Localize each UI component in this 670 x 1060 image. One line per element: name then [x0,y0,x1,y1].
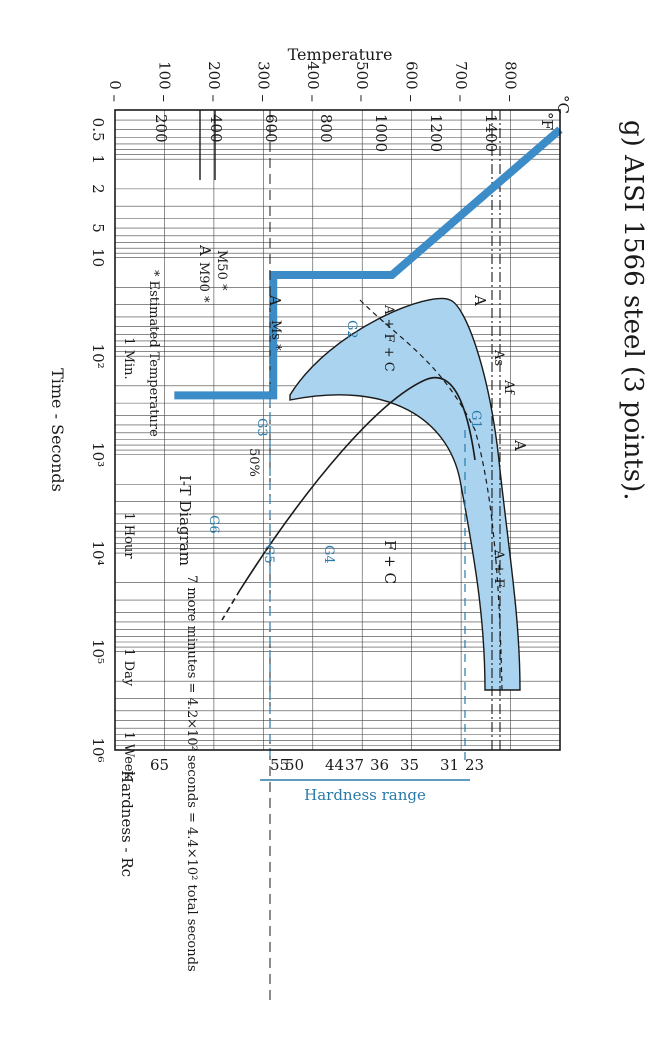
time-tick: 10³ [89,442,107,467]
celsius-tick: 100 – [155,61,173,102]
x-axis-label: Time - Seconds [48,368,67,492]
fahrenheit-tick: 1400 [482,114,500,152]
fahrenheit-tick: 200 [152,114,170,143]
time-tick: 10⁵ [89,639,107,664]
duration-mark: 1 Min. [121,337,136,379]
fahrenheit-tick-labels: 200 400 600 800 1000 1200 1400 [152,114,500,152]
finish-curve-dashed [221,589,241,621]
it-diagram-label: I-T Diagram [176,475,194,566]
phase-label-af-crit: Af [501,379,516,395]
phase-label-af: A + F [491,549,506,588]
page-title: g) AISI 1566 steel (3 points). [618,120,648,501]
g-label-3: G3 [254,418,269,437]
finish-curve [239,376,476,591]
phase-label-a-right: A [511,439,529,451]
celsius-tick: 700 – [452,61,470,102]
m90-mark: M90 * [196,262,211,303]
hardness-range-label: Hardness range [304,786,426,804]
hardness-value: 37 [345,756,364,774]
duration-mark: 1 Day [121,648,136,687]
fahrenheit-tick: 1000 [372,114,390,152]
time-tick-labels: 0.5 1 2 5 10 10² 10³ 10⁴ 10⁵ 10⁶ [89,118,107,763]
hardness-value: 44 [325,756,344,774]
hardness-value: 65 [150,756,169,774]
note: 7 more minutes = 4.2×10² seconds = 4.4×1… [184,575,199,972]
celsius-tick: 0 – [106,80,124,102]
g-label-1: G1 [468,410,483,429]
fahrenheit-unit: °F [538,112,556,130]
celsius-tick: 300 – [254,61,272,102]
hardness-value: 55 [270,756,289,774]
fifty-percent-curve [359,299,503,691]
hardness-value: 23 [465,756,484,774]
duration-marks: 1 Min. 1 Hour 1 Day 1 Week [121,337,136,779]
g-label-2: G2 [344,320,359,339]
celsius-tick: 200 – [205,61,223,102]
time-tick: 10 [89,248,107,267]
time-tick: 2 [89,184,107,194]
time-tick: 10⁶ [89,737,107,762]
time-tick: 10² [89,344,107,369]
plot-frame [114,109,561,751]
fahrenheit-tick: 600 [262,114,280,143]
fifty-percent-label: 50% [246,448,261,477]
time-tick: 1 [89,154,107,164]
celsius-tick-labels: 0 – 100 – 200 – 300 – 400 – 500 – 600 – 700 – 80… [106,61,520,102]
hardness-value: 36 [370,756,389,774]
ms-mark: Ms * [268,320,283,351]
cooling-path [174,126,563,400]
time-tick: 0.5 [89,118,107,142]
phase-label-a-left: A [471,294,489,306]
phase-label-a: A [266,294,284,306]
g-label-4: G4 [321,545,336,564]
phase-label-fc: F + C [381,540,399,584]
duration-mark: 1 Hour [121,512,136,559]
hardness-value: 50 [285,756,304,774]
celsius-unit: °C [554,95,572,114]
hardness-axis-label: Hardness - Rc [118,770,136,877]
m50-mark: M50 * [214,250,229,291]
time-tick: 10⁴ [89,541,107,566]
estimated-mark: * Estimated Temperature [146,270,161,437]
duration-mark: 1 Week [121,731,136,779]
fahrenheit-tick: 1200 [427,114,445,152]
celsius-tick: 600 – [403,61,421,102]
g-label-6: G6 [206,515,221,534]
g-label-5: G5 [261,545,276,564]
time-tick: 5 [89,223,107,233]
phase-label-as-crit: As [491,349,506,366]
fahrenheit-tick: 400 [207,114,225,143]
phase-label-a-upper: A [196,244,214,256]
y-axis-label: Temperature [288,45,393,64]
hardness-value: 31 [440,756,459,774]
hardness-value: 35 [400,756,419,774]
celsius-tick: 800 – [502,61,520,102]
phase-label-afc: A + F + C [381,304,396,372]
fahrenheit-tick: 800 [317,114,335,143]
celsius-tick: 500 – [353,61,371,102]
celsius-tick: 400 – [304,61,322,102]
grid-lines [115,110,560,750]
transformation-band [289,297,521,691]
